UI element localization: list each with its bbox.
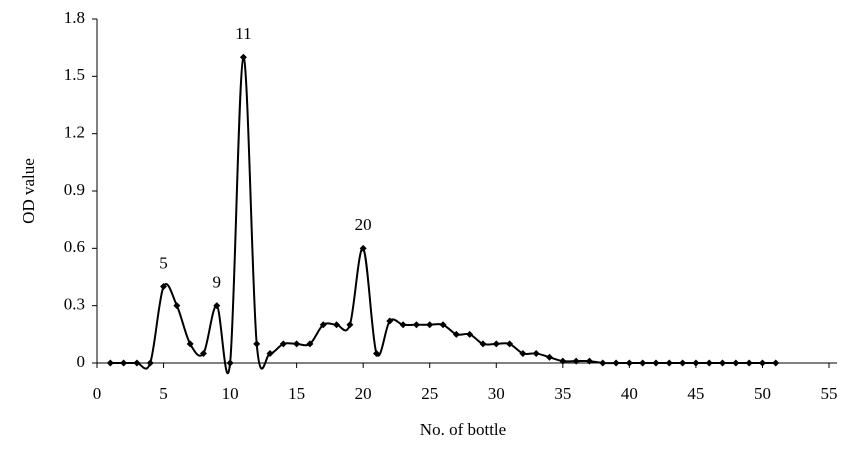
data-point bbox=[625, 359, 633, 367]
data-point bbox=[745, 359, 753, 367]
annotation: 20 bbox=[355, 215, 372, 234]
y-tick-label: 0 bbox=[77, 352, 86, 371]
data-point bbox=[239, 53, 247, 61]
data-point bbox=[572, 357, 580, 365]
y-tick-label: 1.8 bbox=[64, 8, 85, 27]
y-tick-label: 1.5 bbox=[64, 65, 85, 84]
x-tick-label: 25 bbox=[421, 384, 438, 403]
x-tick-label: 50 bbox=[754, 384, 771, 403]
data-point bbox=[758, 359, 766, 367]
annotation: 11 bbox=[235, 24, 251, 43]
data-point bbox=[665, 359, 673, 367]
data-point bbox=[133, 359, 141, 367]
data-point bbox=[346, 321, 354, 329]
x-tick-label: 55 bbox=[821, 384, 838, 403]
data-point bbox=[439, 321, 447, 329]
data-point bbox=[160, 283, 168, 291]
data-point bbox=[639, 359, 647, 367]
data-point bbox=[199, 349, 207, 357]
y-tick-label: 0.6 bbox=[64, 237, 85, 256]
data-point bbox=[266, 349, 274, 357]
x-tick-label: 20 bbox=[355, 384, 372, 403]
x-tick-label: 10 bbox=[222, 384, 239, 403]
data-point bbox=[386, 317, 394, 325]
data-point bbox=[612, 359, 620, 367]
data-point bbox=[532, 349, 540, 357]
x-tick-label: 45 bbox=[687, 384, 704, 403]
data-point bbox=[652, 359, 660, 367]
data-point bbox=[546, 353, 554, 361]
data-point bbox=[399, 321, 407, 329]
data-point bbox=[599, 359, 607, 367]
data-point bbox=[705, 359, 713, 367]
data-point bbox=[559, 357, 567, 365]
data-point bbox=[372, 349, 380, 357]
x-tick-label: 15 bbox=[288, 384, 305, 403]
data-point bbox=[253, 340, 261, 348]
x-tick-label: 0 bbox=[93, 384, 102, 403]
data-point bbox=[359, 244, 367, 252]
data-point bbox=[186, 340, 194, 348]
data-point bbox=[719, 359, 727, 367]
data-point bbox=[226, 359, 234, 367]
data-point bbox=[585, 357, 593, 365]
y-tick-label: 1.2 bbox=[64, 123, 85, 142]
data-point bbox=[772, 359, 780, 367]
data-point bbox=[319, 321, 327, 329]
x-tick-label: 40 bbox=[621, 384, 638, 403]
data-point bbox=[412, 321, 420, 329]
data-point bbox=[732, 359, 740, 367]
data-point bbox=[293, 340, 301, 348]
data-point bbox=[120, 359, 128, 367]
data-point bbox=[146, 359, 154, 367]
data-point bbox=[679, 359, 687, 367]
x-tick-label: 35 bbox=[554, 384, 571, 403]
data-point bbox=[306, 340, 314, 348]
x-tick-label: 30 bbox=[488, 384, 505, 403]
y-tick-label: 0.3 bbox=[64, 295, 85, 314]
data-point bbox=[106, 359, 114, 367]
data-point bbox=[333, 321, 341, 329]
data-point bbox=[492, 340, 500, 348]
annotation: 5 bbox=[159, 253, 168, 272]
x-axis-title: No. of bottle bbox=[420, 420, 506, 439]
data-point bbox=[466, 330, 474, 338]
annotation: 9 bbox=[213, 273, 222, 292]
x-tick-label: 5 bbox=[159, 384, 168, 403]
data-point bbox=[173, 302, 181, 310]
data-point bbox=[452, 330, 460, 338]
data-point bbox=[479, 340, 487, 348]
y-axis-title: OD value bbox=[19, 158, 38, 224]
data-point bbox=[519, 349, 527, 357]
data-point bbox=[213, 302, 221, 310]
data-point bbox=[506, 340, 514, 348]
data-point bbox=[426, 321, 434, 329]
data-point bbox=[279, 340, 287, 348]
y-tick-label: 0.9 bbox=[64, 180, 85, 199]
data-point bbox=[692, 359, 700, 367]
